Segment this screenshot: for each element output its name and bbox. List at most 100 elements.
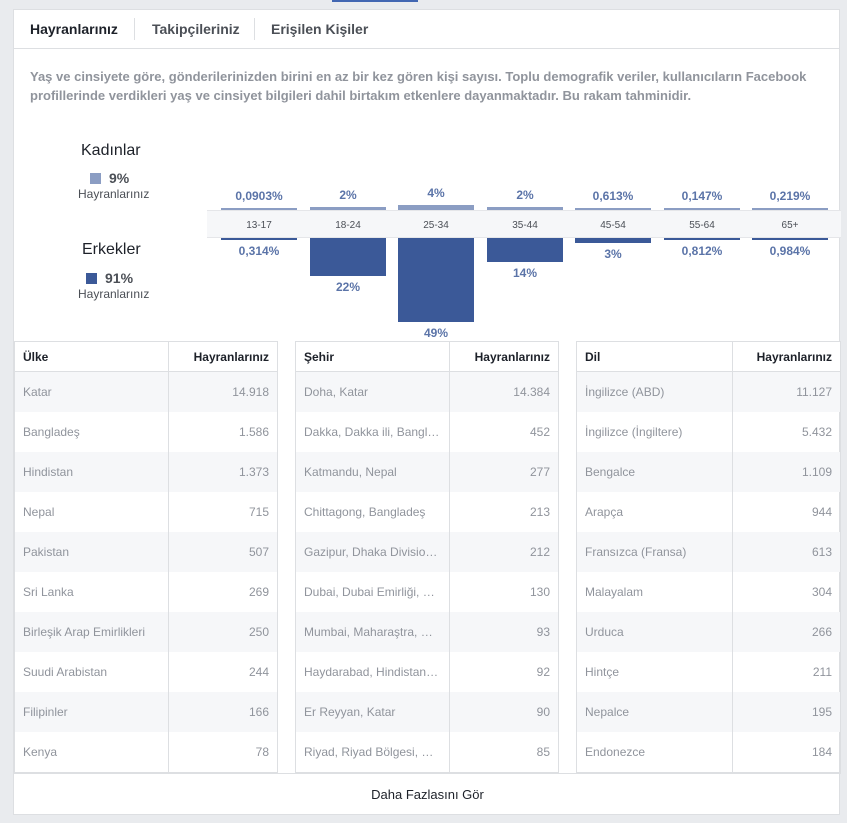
column-header[interactable]: Hayranlarınız: [756, 350, 832, 364]
men-bar[interactable]: [752, 238, 828, 240]
column-divider: [732, 692, 733, 732]
men-data-label: 14%: [512, 266, 538, 281]
column-divider: [449, 492, 450, 532]
men-bar[interactable]: [664, 238, 740, 240]
row-name: Suudi Arabistan: [23, 665, 108, 679]
column-divider: [732, 452, 733, 492]
column-divider: [449, 452, 450, 492]
tab-reached-people[interactable]: Erişilen Kişiler: [271, 21, 369, 37]
column-divider: [168, 612, 169, 652]
table-header: Şehir Hayranlarınız: [296, 341, 558, 372]
row-value: 14.384: [513, 385, 550, 399]
row-value: 5.432: [801, 425, 832, 439]
table-row: Dakka, Dakka ili, Bangl… 452: [296, 412, 558, 452]
age-tick-label: 18-24: [335, 220, 361, 231]
tab-fans[interactable]: Hayranlarınız: [30, 21, 118, 37]
men-bar[interactable]: [221, 238, 297, 240]
row-name: Riyad, Riyad Bölgesi, …: [304, 745, 434, 759]
column-divider: [732, 572, 733, 612]
men-title: Erkekler: [82, 241, 141, 258]
column-divider: [732, 492, 733, 532]
row-name: Hindistan: [23, 465, 74, 479]
city-table: Şehir Hayranlarınız Doha, Katar 14.384 Dakka…: [295, 341, 559, 773]
column-divider: [449, 732, 450, 772]
table-row: Sri Lanka 269: [15, 572, 277, 612]
row-value: 1.109: [801, 465, 832, 479]
description-text: Yaş ve cinsiyete göre, gönderilerinizden…: [30, 69, 807, 103]
women-bar[interactable]: [310, 207, 386, 210]
table-row: İngilizce (ABD) 11.127: [577, 372, 840, 412]
row-value: 715: [248, 505, 269, 519]
row-value: 213: [529, 505, 550, 519]
column-divider: [449, 372, 450, 412]
table-row: Filipinler 166: [15, 692, 277, 732]
tab-divider: [254, 18, 255, 40]
women-bar[interactable]: [664, 208, 740, 210]
table-row: Endonezce 184: [577, 732, 840, 772]
row-value: 90: [536, 705, 550, 719]
row-value: 166: [248, 705, 269, 719]
row-value: 266: [811, 625, 832, 639]
women-bar[interactable]: [752, 208, 828, 210]
column-divider: [168, 452, 169, 492]
row-name: Pakistan: [23, 545, 70, 559]
column-header[interactable]: Dil: [585, 350, 601, 364]
men-bar[interactable]: [398, 238, 474, 323]
women-data-label: 2%: [516, 188, 534, 203]
column-header[interactable]: Hayranlarınız: [193, 350, 269, 364]
men-bar[interactable]: [487, 238, 563, 263]
column-divider: [449, 572, 450, 612]
table-row: Mumbai, Maharaştra, … 93: [296, 612, 558, 652]
row-value: 269: [248, 585, 269, 599]
row-name: Arapça: [585, 505, 624, 519]
women-data-label: 0,219%: [769, 189, 811, 203]
row-name: Katmandu, Nepal: [304, 465, 397, 479]
table-row: Hintçe 211: [577, 652, 840, 692]
row-name: Mumbai, Maharaştra, …: [304, 625, 433, 639]
table-row: Doha, Katar 14.384: [296, 372, 558, 412]
age-tick-label: 65+: [781, 220, 799, 231]
column-divider: [168, 342, 169, 371]
tab-followers[interactable]: Takipçileriniz: [152, 21, 240, 37]
row-value: 452: [529, 425, 550, 439]
row-name: İngilizce (ABD): [585, 385, 665, 399]
row-value: 85: [536, 745, 550, 759]
table-row: Fransızca (Fransa) 613: [577, 532, 840, 572]
see-more-button[interactable]: Daha Fazlasını Gör: [14, 773, 841, 815]
table-row: Bengalce 1.109: [577, 452, 840, 492]
column-header[interactable]: Şehir: [304, 350, 335, 364]
men-bar[interactable]: [310, 238, 386, 276]
row-value: 250: [248, 625, 269, 639]
row-name: Dubai, Dubai Emirliği, …: [304, 585, 435, 599]
age-tick-label: 45-54: [600, 220, 626, 231]
women-bar[interactable]: [487, 207, 563, 210]
row-name: Katar: [23, 385, 52, 399]
row-name: Dakka, Dakka ili, Bangl…: [304, 425, 440, 439]
column-header[interactable]: Hayranlarınız: [474, 350, 550, 364]
table-row: Suudi Arabistan 244: [15, 652, 277, 692]
language-table: Dil Hayranlarınız İngilizce (ABD) 11.127 İng…: [576, 341, 841, 773]
row-name: Sri Lanka: [23, 585, 74, 599]
table-body: İngilizce (ABD) 11.127 İngilizce (İngilter…: [577, 372, 840, 772]
tab-divider: [134, 18, 135, 40]
men-legend-swatch: [86, 273, 97, 284]
table-row: Chittagong, Bangladeş 213: [296, 492, 558, 532]
row-value: 304: [811, 585, 832, 599]
tab-bar: Hayranlarınız Takipçileriniz Erişilen Ki…: [14, 10, 839, 49]
men-bar[interactable]: [575, 238, 651, 244]
row-name: Gazipur, Dhaka Divisio…: [304, 545, 438, 559]
row-name: Birleşik Arap Emirlikleri: [23, 625, 146, 639]
column-divider: [732, 732, 733, 772]
table-row: Gazipur, Dhaka Divisio… 212: [296, 532, 558, 572]
women-data-label: 0,147%: [681, 189, 723, 203]
men-data-label: 3%: [604, 247, 622, 262]
column-divider: [168, 412, 169, 452]
column-divider: [168, 532, 169, 572]
row-name: Chittagong, Bangladeş: [304, 505, 426, 519]
women-bar[interactable]: [575, 208, 651, 210]
women-bar[interactable]: [221, 208, 297, 210]
column-header[interactable]: Ülke: [23, 350, 49, 364]
demographics-card: Hayranlarınız Takipçileriniz Erişilen Ki…: [13, 9, 841, 815]
women-bar[interactable]: [398, 204, 474, 210]
table-row: Nepalce 195: [577, 692, 840, 732]
